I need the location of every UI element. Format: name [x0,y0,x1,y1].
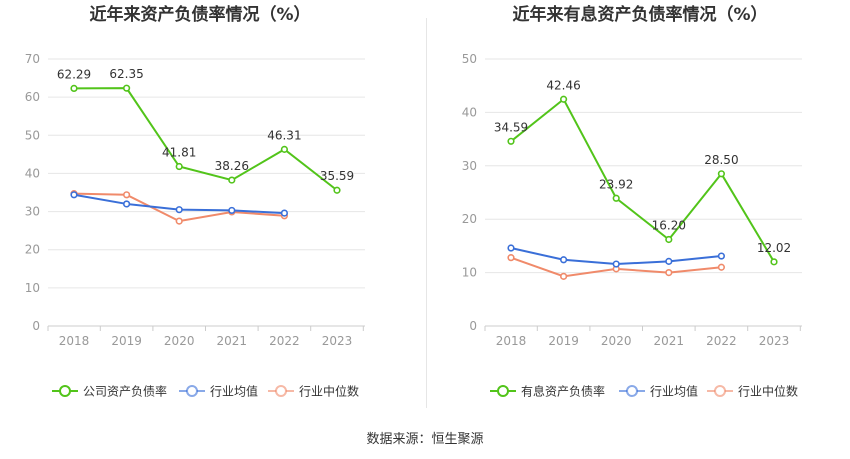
data-point [333,186,341,194]
series-line [510,97,775,263]
legend-item: 公司资产负债率 [52,384,167,399]
y-tick-label: 70 [25,52,40,66]
data-point [122,200,131,208]
data-point [559,272,568,280]
y-tick-label: 20 [462,212,477,226]
y-tick-label: 20 [25,243,40,257]
x-tick-label: 2023 [322,334,353,348]
y-tick-label: 0 [32,319,40,333]
data-label: 62.29 [57,67,91,81]
legend-item: 有息资产负债率 [490,384,605,399]
data-point [280,145,289,153]
legend-label: 公司资产负债率 [83,384,167,399]
chart-title: 近年来有息资产负债率情况（%） [512,4,767,25]
y-tick-label: 40 [462,105,477,119]
legend-swatch-marker [626,385,638,397]
data-point [612,194,620,202]
y-tick-label: 10 [25,281,40,295]
data-label: 62.35 [109,67,143,81]
x-tick-label: 2023 [759,334,790,348]
y-tick-label: 50 [25,128,40,142]
y-tick-label: 0 [469,319,477,333]
data-point [665,257,673,265]
data-source-footer: 数据来源：恒生聚源 [0,428,850,447]
chart-title: 近年来资产负债率情况（%） [89,4,310,25]
data-label: 35.59 [320,169,354,183]
data-point [612,260,620,268]
data-point [665,269,673,277]
data-point [175,162,183,171]
data-label: 23.92 [599,177,633,191]
data-label: 42.46 [546,78,580,92]
data-point [280,209,289,217]
legend-swatch-marker [59,385,71,397]
legend-item: 行业均值 [619,384,698,399]
legend-label: 行业均值 [650,384,698,399]
x-tick-label: 2019 [111,334,142,348]
data-point [228,176,236,184]
data-point [122,191,131,199]
data-point [507,254,515,262]
y-tick-label: 30 [462,159,477,173]
x-tick-label: 2022 [269,334,300,348]
legend-item: 行业中位数 [707,384,798,399]
x-tick-label: 2018 [59,334,90,348]
data-point [175,206,183,214]
data-source-label: 数据来源： [366,432,432,447]
data-label: 38.26 [215,159,249,173]
data-point [507,244,515,252]
data-point [507,137,515,145]
y-tick-label: 30 [25,205,40,219]
data-label: 34.59 [494,120,528,134]
data-point [559,95,568,103]
data-point [717,252,726,260]
data-point [770,258,778,266]
chart-panel-2: 近年来有息资产负债率情况（%） 0 10 20 30 40 50 2018 2019 2020 20… [462,4,802,399]
x-tick-label: 2022 [706,334,737,348]
data-point [122,84,131,92]
y-tick-label: 50 [462,52,477,66]
legend-swatch-marker [186,385,198,397]
x-tick-label: 2021 [217,334,248,348]
legend-label: 行业中位数 [299,384,359,399]
legend-item: 行业均值 [179,384,258,399]
legend-label: 有息资产负债率 [521,384,605,399]
legend-label: 行业均值 [210,384,258,399]
legend-item: 行业中位数 [268,384,359,399]
data-point [175,217,183,225]
y-tick-label: 60 [25,90,40,104]
data-point [717,170,726,178]
data-point [70,191,78,199]
data-label: 41.81 [162,146,196,160]
x-tick-label: 2018 [496,334,527,348]
data-source-value: 恒生聚源 [431,432,484,447]
data-label: 16.20 [652,218,686,232]
data-point [665,235,673,244]
x-tick-label: 2020 [164,334,195,348]
y-tick-label: 10 [462,266,477,280]
legend-swatch-marker [497,385,509,397]
data-point [559,256,568,264]
data-point [228,206,236,215]
y-tick-label: 40 [25,166,40,180]
series-line [73,87,338,192]
data-label: 28.50 [704,153,738,167]
x-tick-label: 2021 [654,334,685,348]
legend-swatch-marker [275,385,287,397]
x-tick-label: 2020 [601,334,632,348]
data-label: 12.02 [757,241,791,255]
legend-label: 行业中位数 [738,384,798,399]
x-tick-label: 2019 [548,334,579,348]
chart-panel-1: 近年来资产负债率情况（%） 0 10 20 30 40 50 60 70 2018 2019 2020… [25,4,365,399]
data-point [717,263,726,271]
panel-divider [426,18,427,408]
data-label: 46.31 [267,128,301,142]
legend-swatch-marker [714,385,726,397]
data-point [70,84,78,93]
